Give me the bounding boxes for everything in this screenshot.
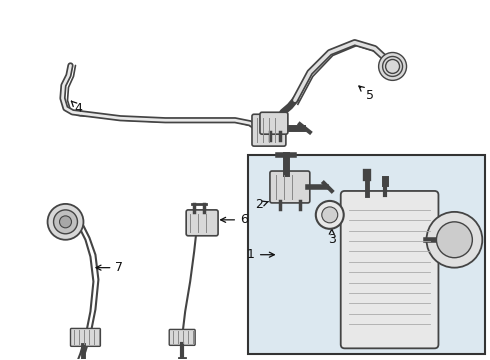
Bar: [248, 155, 485, 354]
Circle shape: [59, 216, 72, 228]
FancyBboxPatch shape: [341, 191, 439, 348]
FancyBboxPatch shape: [71, 328, 100, 346]
Circle shape: [379, 53, 407, 80]
Text: 2: 2: [255, 198, 269, 211]
FancyBboxPatch shape: [270, 171, 310, 203]
Circle shape: [437, 222, 472, 258]
Text: 6: 6: [220, 213, 248, 226]
Text: 5: 5: [359, 86, 374, 102]
FancyBboxPatch shape: [260, 112, 288, 134]
FancyBboxPatch shape: [169, 329, 195, 345]
FancyBboxPatch shape: [252, 114, 286, 146]
Text: 7: 7: [96, 261, 123, 274]
Text: 1: 1: [247, 248, 274, 261]
FancyBboxPatch shape: [186, 210, 218, 236]
Circle shape: [48, 204, 83, 240]
Circle shape: [53, 210, 77, 234]
Circle shape: [316, 201, 343, 229]
Circle shape: [426, 212, 482, 268]
Text: 4: 4: [72, 101, 82, 115]
Circle shape: [322, 207, 338, 223]
Text: 3: 3: [328, 229, 336, 246]
